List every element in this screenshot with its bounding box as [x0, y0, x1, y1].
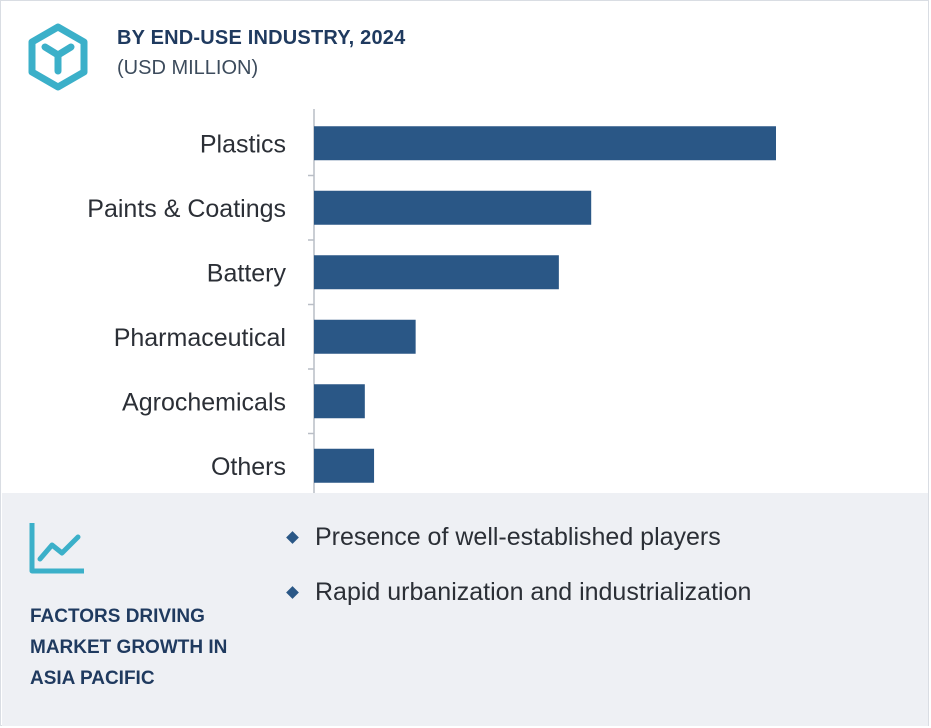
factor-text: Rapid urbanization and industrialization — [315, 578, 752, 606]
trend-line-icon — [29, 523, 84, 574]
factor-item: Presence of well-established players — [284, 523, 751, 578]
category-label: Battery — [207, 259, 287, 287]
bar-battery — [314, 255, 559, 290]
bar-paints-coatings — [314, 190, 592, 225]
bar-pharmaceutical — [314, 319, 416, 354]
category-label: Pharmaceutical — [114, 324, 286, 352]
factors-title: FACTORS DRIVING MARKET GROWTH IN ASIA PA… — [30, 606, 228, 689]
diamond-bullet-icon — [286, 586, 299, 599]
category-label: Others — [211, 453, 286, 481]
category-label: Paints & Coatings — [87, 195, 286, 223]
bar-others — [314, 448, 375, 483]
factor-text: Presence of well-established players — [315, 523, 721, 551]
cube-hexagon-icon — [28, 23, 88, 91]
chart-title: BY END-USE INDUSTRY, 2024 — [117, 27, 406, 49]
diamond-bullet-icon — [286, 531, 299, 544]
factors-list: Presence of well-established players Rap… — [284, 523, 751, 633]
category-label: Plastics — [200, 130, 286, 158]
bar-plastics — [314, 126, 776, 161]
bar-agrochemicals — [314, 384, 365, 419]
category-label: Agrochemicals — [122, 388, 286, 416]
chart-subtitle: (USD MILLION) — [117, 57, 259, 79]
factor-item: Rapid urbanization and industrialization — [284, 578, 751, 633]
factors-panel: FACTORS DRIVING MARKET GROWTH IN ASIA PA… — [2, 493, 928, 726]
bar-chart: Plastics Paints & Coatings Battery Pharmace… — [87, 109, 776, 499]
